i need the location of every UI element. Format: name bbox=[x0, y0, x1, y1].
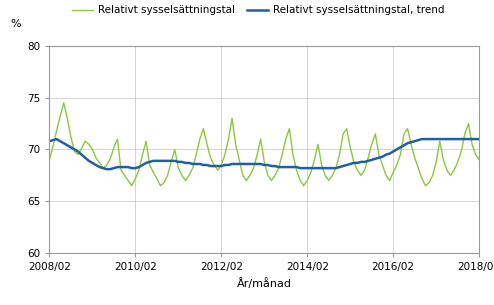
Text: %: % bbox=[11, 19, 21, 29]
X-axis label: År/månad: År/månad bbox=[237, 278, 292, 289]
Legend: Relativt sysselsättningstal, Relativt sysselsättningstal, trend: Relativt sysselsättningstal, Relativt sy… bbox=[72, 5, 445, 15]
